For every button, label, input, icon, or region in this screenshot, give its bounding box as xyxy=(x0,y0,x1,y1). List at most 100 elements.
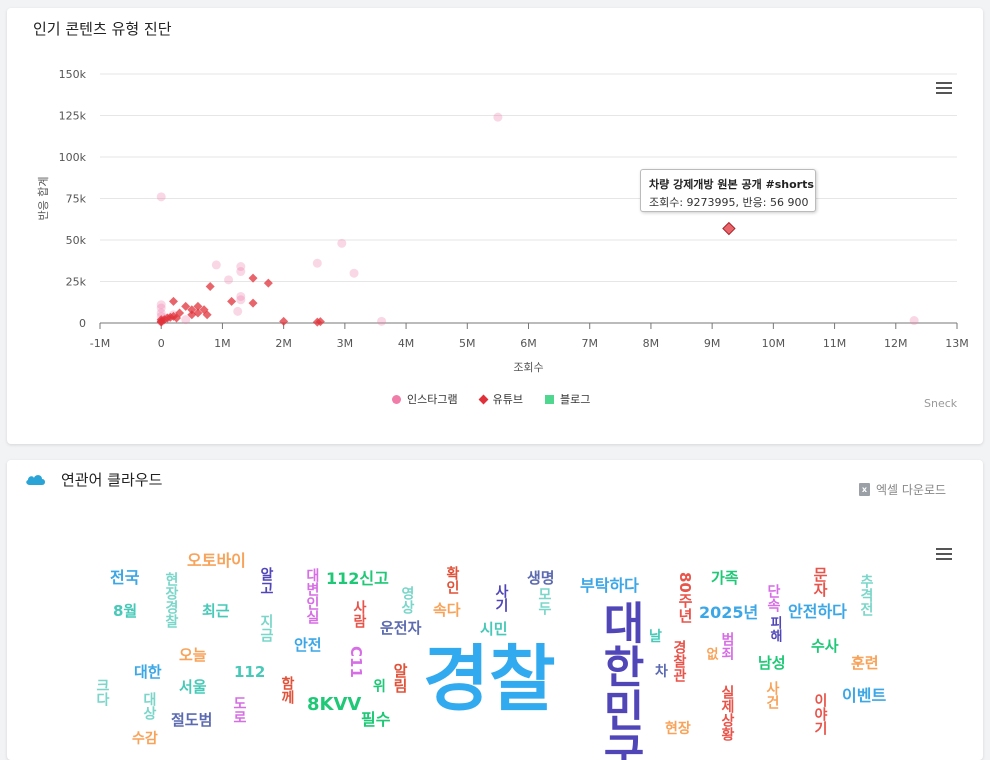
cloud-word[interactable]: 남성 xyxy=(758,654,786,672)
cloud-word[interactable]: 지금 xyxy=(258,614,274,642)
cloud-word[interactable]: 현장 xyxy=(665,721,691,737)
x-tick-label: 7M xyxy=(581,337,598,350)
popular-content-card: 인기 콘텐츠 유형 진단 0 25k 50k 75k 100k 125k 150k -1M 0 1… xyxy=(7,8,983,444)
cloud-word[interactable]: 알고 xyxy=(258,567,274,595)
cloud-word[interactable]: 속다 xyxy=(433,601,461,619)
excel-download-button[interactable]: x 엑셀 다운로드 xyxy=(859,481,946,498)
cloud-word[interactable]: 대한민국 xyxy=(594,600,645,760)
cloud-word[interactable]: 운전자 xyxy=(380,619,422,637)
cloud-word[interactable]: 경찰 xyxy=(423,637,556,721)
cloud-word[interactable]: 사건 xyxy=(764,681,780,709)
legend-instagram[interactable]: 인스타그램 xyxy=(392,391,458,407)
cloud-word[interactable]: 8월 xyxy=(113,602,138,620)
x-tick-label: 5M xyxy=(459,337,476,350)
cloud-word[interactable]: 범죄 xyxy=(719,632,735,660)
legend-label: 인스타그램 xyxy=(407,393,458,406)
cloud-word[interactable]: 위 xyxy=(373,679,386,695)
youtube-point xyxy=(315,317,325,327)
cloud-word[interactable]: 시민 xyxy=(480,620,508,638)
chart-menu-icon[interactable] xyxy=(936,82,952,94)
excel-download-label: 엑셀 다운로드 xyxy=(876,483,947,497)
cloud-word[interactable]: 모두 xyxy=(536,587,552,615)
cloud-word[interactable]: 차 xyxy=(655,664,668,680)
chart-legend: 인스타그램 유튜브 블로그 xyxy=(392,391,590,407)
cloud-word[interactable]: 알림 xyxy=(391,663,409,693)
x-tick-label: 11M xyxy=(823,337,847,350)
cloud-word[interactable]: 전국 xyxy=(110,568,140,587)
cloud-word[interactable]: 날 xyxy=(649,629,662,645)
cloud-word[interactable]: 이벤트 xyxy=(842,686,887,705)
youtube-point xyxy=(156,317,166,327)
youtube-point xyxy=(202,310,212,320)
cloud-word[interactable]: 확인 xyxy=(444,566,460,594)
cloud-word[interactable]: 80주년 xyxy=(676,572,694,623)
cloud-word[interactable]: 대변인실 xyxy=(304,568,320,624)
instagram-point xyxy=(211,260,221,270)
cloud-icon xyxy=(26,475,45,485)
cloud-word[interactable]: 도로 xyxy=(231,696,247,724)
y-tick-label: 100k xyxy=(59,151,87,164)
youtube-point xyxy=(168,296,178,306)
cloud-word[interactable]: 문자 xyxy=(811,567,829,597)
legend-youtube[interactable]: 유튜브 xyxy=(478,391,523,407)
cloud-word[interactable]: 대한 xyxy=(134,663,162,681)
cloud-word[interactable]: 현장경찰 xyxy=(163,572,179,628)
youtube-point xyxy=(227,296,237,306)
youtube-point xyxy=(722,221,736,236)
cloud-word[interactable]: 함께 xyxy=(279,676,295,704)
youtube-point xyxy=(181,301,191,311)
youtube-point xyxy=(248,298,258,308)
cloud-word[interactable]: 경찰관 xyxy=(671,640,687,682)
legend-blog[interactable]: 블로그 xyxy=(544,391,590,407)
instagram-point xyxy=(156,303,166,313)
cloud-word[interactable]: 피해 xyxy=(767,616,782,642)
cloud-word[interactable]: 사기 xyxy=(493,584,509,612)
youtube-point xyxy=(263,278,273,288)
cloud-word[interactable]: 수사 xyxy=(811,637,839,655)
cloud-word[interactable]: 이야기 xyxy=(812,693,828,735)
cloud-word[interactable]: 안전 xyxy=(294,636,322,654)
y-axis-title: 반응 합계 xyxy=(37,177,50,221)
cloud-word[interactable]: 생명 xyxy=(527,569,555,587)
cloud-word[interactable]: 112신고 xyxy=(326,569,389,588)
wordcloud-menu-icon[interactable] xyxy=(936,548,952,560)
cloud-word[interactable]: 없 xyxy=(703,647,718,660)
x-tick-label: 9M xyxy=(704,337,721,350)
cloud-word[interactable]: 필수 xyxy=(361,710,391,729)
cloud-word[interactable]: 추격전 xyxy=(858,574,874,616)
cloud-word[interactable]: 단속 xyxy=(765,584,781,612)
cloud-word[interactable]: 절도범 xyxy=(171,711,213,729)
cloud-word[interactable]: 수감 xyxy=(132,731,158,747)
cloud-word[interactable]: 오토바이 xyxy=(187,551,246,570)
circle-marker-icon xyxy=(392,394,401,404)
x-tick-label: 12M xyxy=(884,337,908,350)
instagram-point xyxy=(349,268,359,278)
cloud-word[interactable]: 서울 xyxy=(179,678,207,696)
diamond-marker-icon xyxy=(478,394,489,404)
x-tick-label: 2M xyxy=(275,337,292,350)
cloud-word[interactable]: 부탁하다 xyxy=(580,576,639,595)
cloud-word[interactable]: 오늘 xyxy=(179,646,207,664)
cloud-word[interactable]: 안전하다 xyxy=(788,602,847,621)
cloud-word[interactable]: 훈련 xyxy=(851,654,879,672)
chart-credit[interactable]: Sneck xyxy=(924,397,958,410)
cloud-word[interactable]: C11 xyxy=(347,646,365,678)
tooltip-body: 조회수: 9273995, 반응: 56 900 xyxy=(649,196,809,209)
x-tick-label: -1M xyxy=(90,337,110,350)
cloud-word[interactable]: 대상 xyxy=(141,692,157,720)
y-tick-label: 50k xyxy=(66,234,87,247)
instagram-point xyxy=(156,300,166,310)
instagram-point xyxy=(156,308,166,318)
cloud-word[interactable]: 8KVV xyxy=(307,694,362,715)
cloud-word[interactable]: 크다 xyxy=(94,678,110,706)
wordcloud-card: 연관어 클라우드 x 엑셀 다운로드 전국 현장경찰 오토바이 알고 대변인실 112신고… xyxy=(7,460,983,760)
cloud-word[interactable]: 최근 xyxy=(202,602,230,620)
cloud-word[interactable]: 2025년 xyxy=(699,603,759,622)
youtube-point xyxy=(193,301,203,311)
cloud-word[interactable]: 영상 xyxy=(399,586,415,614)
y-tick-label: 0 xyxy=(79,317,86,330)
cloud-word[interactable]: 사람 xyxy=(351,600,367,628)
cloud-word[interactable]: 112 xyxy=(234,663,266,681)
cloud-word[interactable]: 가족 xyxy=(711,569,739,587)
cloud-word[interactable]: 실제상황 xyxy=(719,685,735,741)
